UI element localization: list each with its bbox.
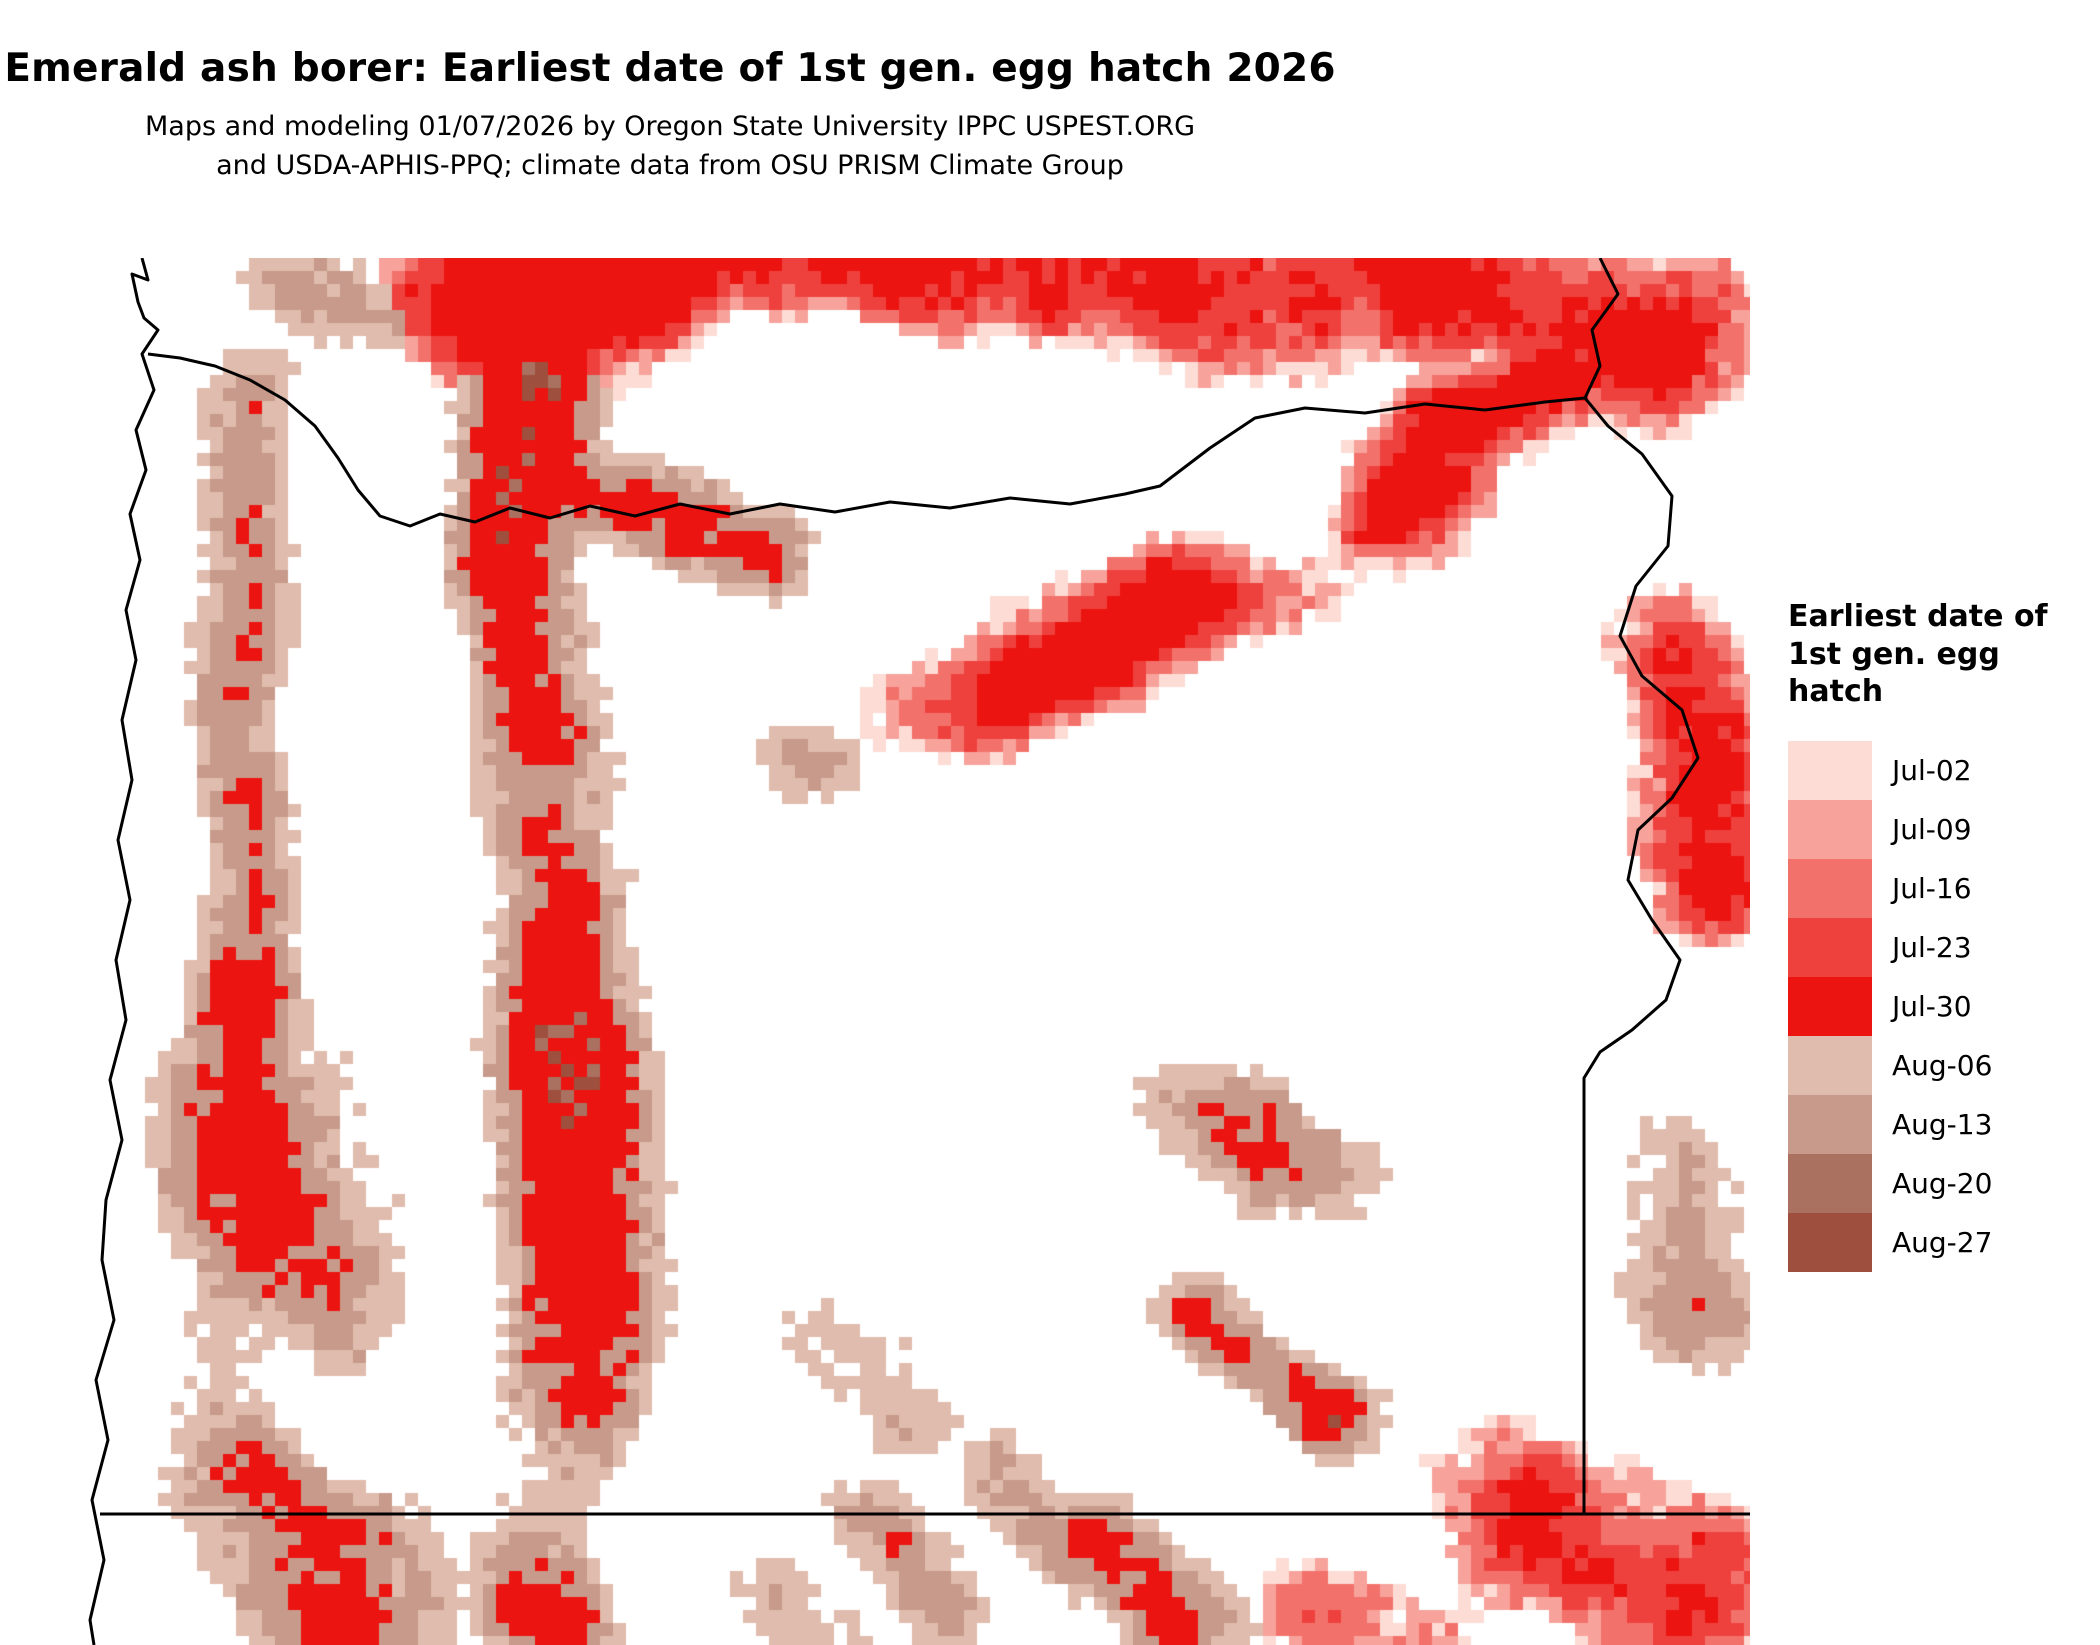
legend-row: Jul-02 (1788, 740, 2088, 800)
state-borders-overlay (88, 258, 1750, 1645)
legend-swatch (1788, 1094, 1872, 1154)
legend-label: Jul-09 (1892, 812, 1972, 846)
legend-label: Jul-16 (1892, 871, 1972, 905)
legend-entries: Jul-02 Jul-09 Jul-16 Jul-23 Jul-30 Aug-06 Aug-… (1788, 740, 2088, 1272)
legend-label: Jul-30 (1892, 989, 1972, 1023)
legend-swatch (1788, 858, 1872, 918)
columbia-river-border (147, 352, 1586, 528)
snake-river-border (1582, 258, 1700, 1514)
legend-row: Jul-23 (1788, 917, 2088, 977)
legend-row: Aug-27 (1788, 1212, 2088, 1272)
page-title: Emerald ash borer: Earliest date of 1st … (4, 46, 1336, 91)
page-subtitle: Maps and modeling 01/07/2026 by Oregon S… (144, 111, 1196, 182)
legend-swatch (1788, 1153, 1872, 1213)
coastline (88, 258, 160, 1645)
legend-row: Aug-06 (1788, 1035, 2088, 1095)
legend-swatch (1788, 976, 1872, 1036)
legend-label: Jul-02 (1892, 753, 1972, 787)
legend-label: Aug-06 (1892, 1048, 1993, 1082)
legend-swatch (1788, 917, 1872, 977)
legend-label: Aug-13 (1892, 1107, 1993, 1141)
legend-title: Earliest date of 1st gen. egg hatch (1788, 599, 2048, 709)
legend-swatch (1788, 1035, 1872, 1095)
legend-row: Aug-13 (1788, 1094, 2088, 1154)
legend-label: Aug-20 (1892, 1166, 1993, 1200)
legend-row: Jul-30 (1788, 976, 2088, 1036)
legend: Earliest date of 1st gen. egg hatch Jul-… (1788, 598, 2088, 1272)
legend-row: Jul-09 (1788, 799, 2088, 859)
legend-swatch (1788, 1212, 1872, 1272)
legend-label: Aug-27 (1892, 1225, 1993, 1259)
header: Emerald ash borer: Earliest date of 1st … (0, 46, 1340, 185)
legend-swatch (1788, 740, 1872, 800)
legend-label: Jul-23 (1892, 930, 1972, 964)
legend-swatch (1788, 799, 1872, 859)
legend-row: Jul-16 (1788, 858, 2088, 918)
legend-row: Aug-20 (1788, 1153, 2088, 1213)
map (80, 258, 1750, 1645)
